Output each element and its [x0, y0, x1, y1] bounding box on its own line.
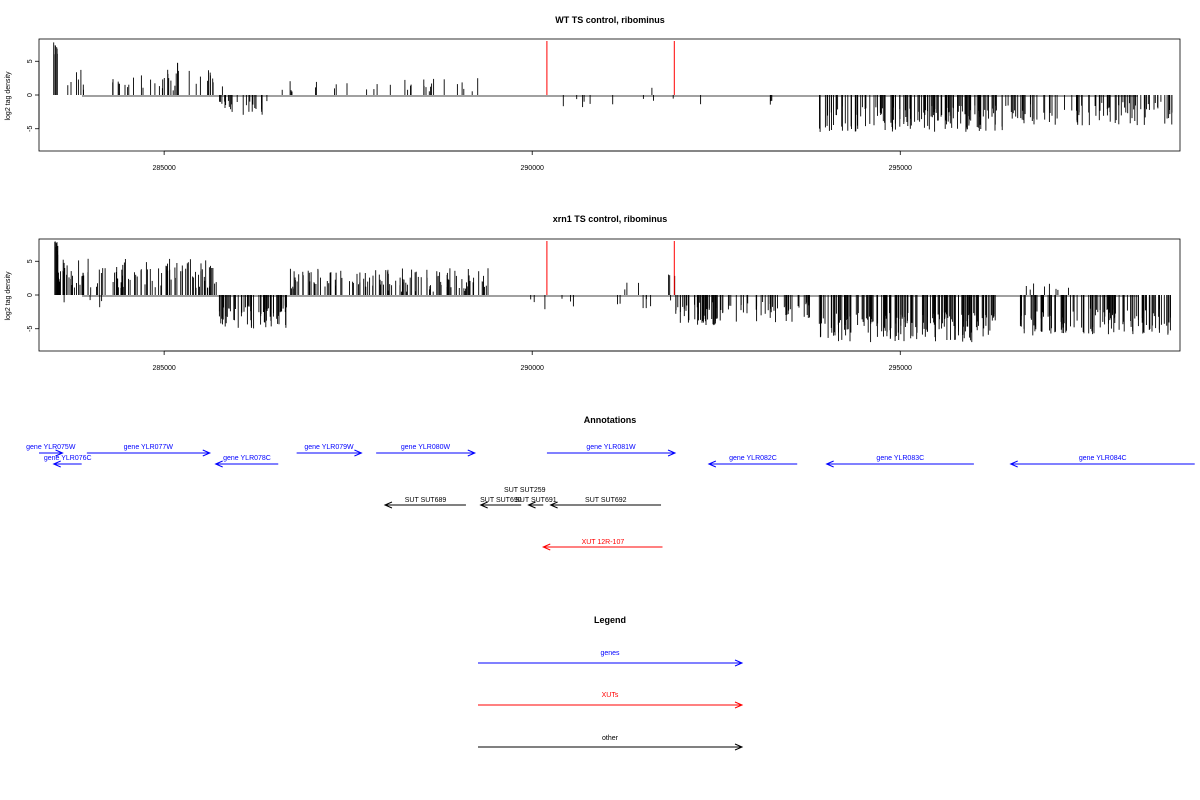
- y-tick-label: -5: [27, 126, 34, 132]
- panel-wt-ylabel: log2 tag density: [5, 71, 12, 121]
- annotation-gene-ylr075w: gene YLR075W: [26, 444, 76, 457]
- panel-wt-x-axis: 285000 290000 295000: [152, 150, 912, 172]
- panel-wt-y-axis: -5 0 5: [27, 59, 40, 132]
- legend-label: other: [602, 735, 619, 742]
- feature-label: gene YLR078C: [223, 455, 271, 462]
- annotation-sut-sut689: SUT SUT689: [383, 497, 466, 509]
- y-tick-label: 5: [27, 259, 34, 263]
- feature-label: gene YLR080W: [401, 444, 451, 451]
- legend-item-other: other: [478, 735, 744, 751]
- annotation-gene-ylr080w: gene YLR080W: [376, 444, 477, 457]
- annotation-gene-ylr077w: gene YLR077W: [86, 444, 212, 457]
- x-tick-label: 285000: [152, 365, 175, 372]
- feature-arrow-head: [527, 501, 536, 509]
- panel-xrn1-y-axis: -5 0 5: [27, 259, 40, 332]
- feature-arrow-head: [354, 449, 363, 457]
- y-tick-label: 0: [27, 93, 34, 97]
- feature-arrow-head: [541, 543, 551, 551]
- panel-xrn1-x-axis: 285000 290000 295000: [152, 350, 912, 372]
- panel-xrn1: xrn1 TS control, ribominus -5 0 5 285000 29…: [5, 214, 1181, 372]
- feature-arrow-head: [55, 449, 64, 457]
- feature-arrow-head: [549, 501, 558, 509]
- annotation-xut-12r-107: XUT 12R-107: [541, 539, 663, 551]
- feature-arrow-head: [707, 460, 717, 468]
- panel-wt-markers: [546, 41, 675, 95]
- x-tick-label: 295000: [889, 365, 912, 372]
- feature-arrow-head: [214, 460, 223, 468]
- legend: Legend genes XUTs other: [478, 615, 744, 751]
- feature-arrow-head: [479, 501, 488, 509]
- feature-label: SUT SUT689: [405, 497, 447, 504]
- feature-arrow-head: [467, 449, 477, 457]
- annotation-sut-sut692: SUT SUT692: [549, 497, 662, 509]
- y-tick-label: -5: [27, 326, 34, 332]
- feature-label: gene YLR076C: [44, 455, 92, 462]
- feature-label: gene YLR084C: [1079, 455, 1127, 462]
- feature-label: gene YLR083C: [876, 455, 924, 462]
- annotation-gene-ylr079w: gene YLR079W: [296, 444, 363, 457]
- legend-arrow-head: [734, 743, 744, 751]
- annotation-gene-ylr082c: gene YLR082C: [707, 455, 798, 468]
- legend-item-genes: genes: [478, 650, 744, 667]
- feature-label: gene YLR075W: [26, 444, 76, 451]
- feature-arrow-head: [202, 449, 212, 457]
- legend-arrow-head: [734, 701, 744, 709]
- panel-xrn1-bars: [54, 241, 1171, 343]
- panel-xrn1-ylabel: log2 tag density: [5, 271, 12, 321]
- feature-label: XUT 12R-107: [582, 539, 625, 546]
- annotation-gene-ylr083c: gene YLR083C: [825, 455, 974, 468]
- annotation-features: gene YLR075W gene YLR076C gene YLR077W gene…: [26, 444, 1195, 551]
- legend-items: genes XUTs other: [478, 650, 744, 751]
- feature-arrow-head: [667, 449, 677, 457]
- feature-label: SUT SUT692: [585, 497, 627, 504]
- feature-label: gene YLR077W: [124, 444, 174, 451]
- legend-label: genes: [600, 650, 620, 657]
- x-tick-label: 285000: [152, 165, 175, 172]
- feature-arrow-head: [52, 460, 61, 468]
- annotation-gene-ylr084c: gene YLR084C: [1009, 455, 1195, 468]
- legend-item-xuts: XUTs: [478, 692, 744, 709]
- annotation-gene-ylr081w: gene YLR081W: [546, 444, 677, 457]
- feature-label: SUT SUT691: [515, 497, 557, 504]
- legend-arrow-head: [734, 659, 744, 667]
- annotation-sut-sut690: SUT SUT690: [479, 497, 522, 509]
- y-tick-label: 5: [27, 59, 34, 63]
- panel-xrn1-markers: [546, 241, 675, 295]
- panel-xrn1-title: xrn1 TS control, ribominus: [553, 214, 668, 224]
- feature-label: gene YLR079W: [304, 444, 354, 451]
- feature-arrow-head: [383, 501, 393, 509]
- feature-label: gene YLR082C: [729, 455, 777, 462]
- feature-label: gene YLR081W: [586, 444, 636, 451]
- x-tick-label: 290000: [521, 165, 544, 172]
- annotation-gene-ylr076c: gene YLR076C: [44, 455, 92, 468]
- annotations-title: Annotations: [584, 415, 637, 425]
- annotation-sut-sut691: SUT SUT691: [515, 497, 557, 509]
- annotation-sut-sut259: SUT SUT259: [504, 487, 546, 494]
- annotation-gene-ylr078c: gene YLR078C: [214, 455, 279, 468]
- legend-label: XUTs: [602, 692, 619, 699]
- panel-wt: WT TS control, ribominus -5 0 5 285000 2900…: [5, 15, 1181, 172]
- panel-wt-title: WT TS control, ribominus: [555, 15, 665, 25]
- legend-title: Legend: [594, 615, 626, 625]
- feature-label: SUT SUT690: [480, 497, 522, 504]
- feature-arrow-head: [1009, 460, 1018, 468]
- y-tick-label: 0: [27, 293, 34, 297]
- feature-arrow-head: [825, 460, 834, 468]
- feature-label: SUT SUT259: [504, 487, 546, 494]
- panel-wt-bars: [53, 42, 1173, 132]
- x-tick-label: 290000: [521, 365, 544, 372]
- x-tick-label: 295000: [889, 165, 912, 172]
